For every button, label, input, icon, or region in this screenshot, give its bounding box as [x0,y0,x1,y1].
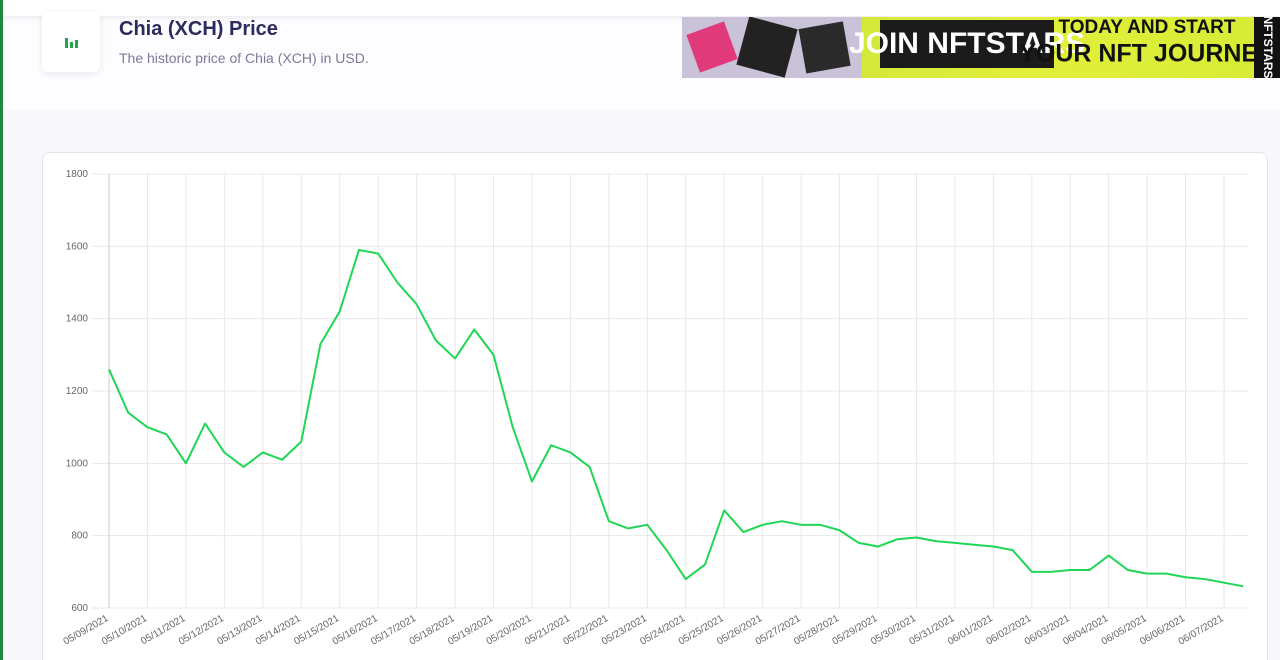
chart-card [42,152,1268,660]
ad-banner[interactable]: JOIN NFTSTARS TODAY AND START YOUR NFT J… [682,17,1280,78]
price-line [108,248,1244,588]
y-tick-label: 1400 [66,314,89,325]
edge [0,0,3,660]
y-tick-label: 600 [71,603,88,614]
y-tick-label: 1200 [66,386,89,397]
ad-side: NFTSTARS [1261,17,1275,78]
top-bar [0,0,1280,16]
icon-glyph [65,38,78,48]
y-tick-label: 1800 [66,169,89,180]
chart-icon [42,12,100,72]
ad-line1: JOIN NFTSTARS [849,27,1085,60]
page-subtitle: The historic price of Chia (XCH) in USD. [119,50,369,66]
ad-art: JOIN NFTSTARS TODAY AND START YOUR NFT J… [682,17,1280,78]
y-tick-label: 1600 [66,241,89,252]
y-tick-label: 1000 [66,458,89,469]
page-title: Chia (XCH) Price [119,18,278,40]
y-tick-label: 800 [71,531,88,542]
ad-line3: YOUR NFT JOURNEY [1019,40,1275,68]
ad-line2: TODAY AND START [1058,17,1235,38]
